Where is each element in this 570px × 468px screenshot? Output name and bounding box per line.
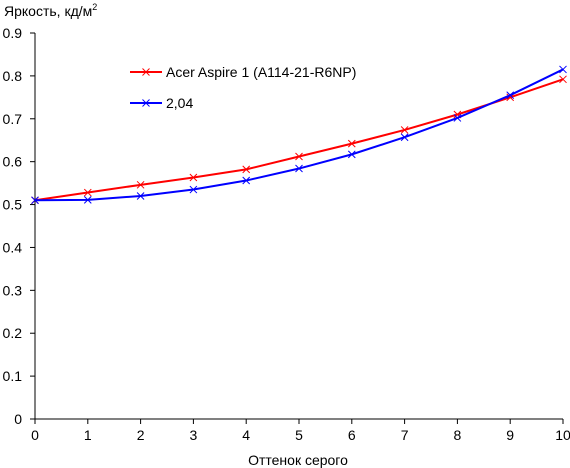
data-point-marker	[83, 188, 92, 197]
axes	[34, 33, 563, 420]
legend: Acer Aspire 1 (A114-21-R6NP) 2,04	[130, 64, 356, 111]
series-2	[31, 65, 567, 205]
y-tick-label: 0	[14, 411, 22, 427]
x-tick-label: 4	[242, 427, 250, 443]
x-tick-label: 8	[454, 427, 462, 443]
y-axis-title-superscript: 2	[92, 2, 97, 12]
x-tick-label: 10	[555, 427, 570, 443]
series-line	[34, 68, 564, 202]
data-point-marker	[31, 196, 39, 205]
legend-item-2: 2,04	[130, 95, 193, 111]
y-tick-label: 0.8	[3, 68, 23, 84]
data-point-marker	[136, 180, 145, 189]
x-tick-label: 5	[295, 427, 303, 443]
series-layer	[31, 65, 567, 205]
data-point-marker	[189, 185, 198, 194]
data-point-marker	[83, 195, 92, 204]
data-point-marker	[136, 192, 145, 200]
data-point-marker	[295, 152, 303, 161]
x-tick-label: 1	[84, 427, 92, 443]
data-point-marker	[400, 133, 409, 142]
y-tick-label: 0.6	[3, 154, 23, 170]
data-point-marker	[506, 91, 515, 100]
legend-label: Acer Aspire 1 (A114-21-R6NP)	[166, 64, 356, 80]
x-tick-label: 0	[31, 427, 39, 443]
x-tick-label: 2	[137, 427, 145, 443]
x-tick-label: 6	[348, 427, 356, 443]
data-point-marker	[242, 165, 251, 174]
y-tick-label: 0.7	[3, 111, 23, 127]
y-tick-label: 0.5	[3, 197, 23, 213]
x-axis-ticks: 0 1 2 3 4 5 6 7 8 9 10	[31, 419, 570, 443]
x-tick-label: 7	[401, 427, 409, 443]
legend-item-1: Acer Aspire 1 (A114-21-R6NP)	[130, 64, 356, 80]
data-point-marker	[559, 75, 567, 84]
data-point-marker	[453, 114, 462, 122]
y-axis-ticks: 0 0.1 0.2 0.3 0.4 0.5 0.6 0.7 0.8 0.9	[3, 25, 35, 427]
series-line	[34, 78, 564, 202]
y-tick-label: 0.3	[3, 282, 23, 298]
y-tick-label: 0.9	[3, 25, 23, 41]
x-tick-label: 3	[190, 427, 198, 443]
series-1	[31, 75, 567, 205]
data-point-marker	[242, 176, 251, 185]
data-point-marker	[347, 150, 356, 159]
legend-label: 2,04	[166, 95, 193, 111]
data-point-marker	[559, 65, 567, 74]
y-tick-label: 0.1	[3, 368, 23, 384]
data-point-marker	[295, 164, 303, 173]
y-axis-title: Яркость, кд/м2	[4, 2, 97, 19]
y-axis-title-text: Яркость, кд/м	[4, 3, 92, 19]
data-point-marker	[400, 126, 409, 134]
y-tick-label: 0.2	[3, 325, 23, 341]
x-axis-title: Оттенок серого	[248, 452, 348, 468]
y-tick-label: 0.4	[3, 239, 23, 255]
x-tick-label: 9	[506, 427, 514, 443]
data-point-marker	[347, 139, 356, 148]
data-point-marker	[189, 173, 198, 182]
